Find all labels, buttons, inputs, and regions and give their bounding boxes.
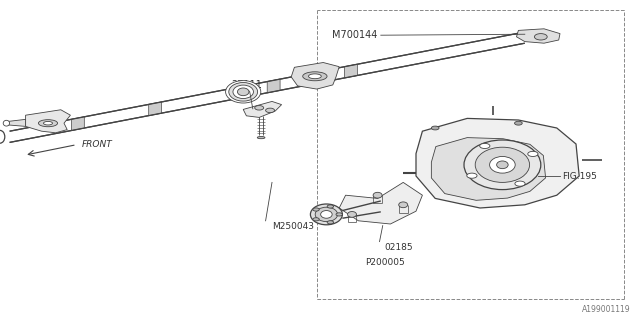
Polygon shape: [72, 117, 84, 131]
Ellipse shape: [490, 156, 515, 173]
Ellipse shape: [303, 72, 327, 81]
Ellipse shape: [226, 81, 261, 103]
Circle shape: [467, 173, 477, 178]
Ellipse shape: [3, 120, 10, 126]
Circle shape: [327, 205, 333, 208]
Text: 27111: 27111: [231, 80, 262, 90]
Circle shape: [327, 221, 333, 224]
Ellipse shape: [464, 140, 541, 189]
Text: FIG.195: FIG.195: [562, 172, 596, 180]
Ellipse shape: [321, 211, 332, 218]
Text: M700144: M700144: [332, 30, 378, 40]
Ellipse shape: [348, 212, 356, 217]
Polygon shape: [291, 62, 339, 89]
Ellipse shape: [399, 202, 408, 208]
Ellipse shape: [38, 120, 58, 127]
Ellipse shape: [373, 192, 382, 198]
Circle shape: [313, 218, 319, 221]
Polygon shape: [10, 32, 525, 142]
Polygon shape: [344, 64, 357, 78]
Polygon shape: [243, 101, 282, 117]
Text: FRONT: FRONT: [82, 140, 113, 148]
Circle shape: [528, 151, 538, 156]
Circle shape: [313, 208, 319, 211]
Text: P200005: P200005: [365, 258, 404, 267]
Polygon shape: [6, 119, 26, 126]
Text: 02185: 02185: [384, 243, 413, 252]
Ellipse shape: [233, 85, 253, 99]
Ellipse shape: [257, 136, 265, 139]
Ellipse shape: [44, 122, 52, 125]
Circle shape: [431, 126, 439, 130]
Circle shape: [255, 106, 264, 110]
Circle shape: [534, 34, 547, 40]
Circle shape: [336, 213, 342, 216]
Circle shape: [515, 121, 522, 125]
Circle shape: [515, 181, 525, 186]
Ellipse shape: [310, 204, 342, 225]
Ellipse shape: [308, 74, 321, 79]
Ellipse shape: [229, 83, 257, 101]
Polygon shape: [431, 138, 545, 200]
Ellipse shape: [0, 131, 5, 143]
Circle shape: [480, 143, 490, 148]
Text: M250043: M250043: [272, 222, 314, 231]
Ellipse shape: [497, 161, 508, 169]
Ellipse shape: [315, 207, 338, 222]
Circle shape: [266, 108, 275, 113]
Polygon shape: [148, 102, 161, 116]
Polygon shape: [516, 29, 560, 43]
Text: A199001119: A199001119: [582, 305, 630, 314]
Ellipse shape: [476, 147, 530, 182]
Polygon shape: [416, 118, 579, 208]
Polygon shape: [268, 79, 280, 93]
Polygon shape: [26, 110, 70, 133]
Ellipse shape: [237, 88, 249, 96]
Polygon shape: [339, 182, 422, 224]
